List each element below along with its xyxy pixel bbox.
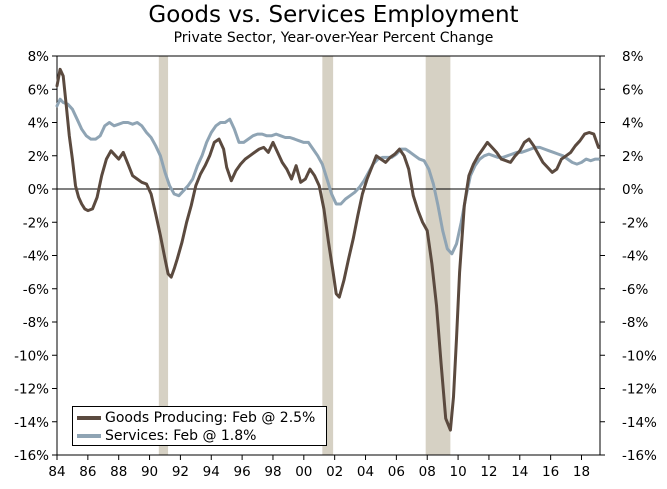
y-tick-label-left: 8% — [28, 49, 50, 65]
x-tick-label: 10 — [449, 464, 466, 480]
y-tick-label-left: 0% — [28, 182, 50, 198]
y-tick-label-right: -6% — [622, 282, 648, 298]
y-tick-label-left: -16% — [14, 448, 49, 464]
y-tick-label-left: -4% — [23, 249, 49, 265]
series-line-goods — [55, 67, 600, 432]
legend: Goods Producing: Feb @ 2.5% Services: Fe… — [72, 406, 327, 446]
series-lines — [55, 67, 600, 432]
x-tick-label: 94 — [203, 464, 220, 480]
recession-shading — [158, 56, 451, 455]
x-tick-label: 92 — [172, 464, 189, 480]
x-tick-label: 18 — [573, 464, 590, 480]
y-tick-label-left: 2% — [28, 149, 50, 165]
x-tick-label: 86 — [79, 464, 96, 480]
legend-label-services: Services: Feb @ 1.8% — [105, 428, 257, 444]
recession-band-1 — [322, 56, 334, 455]
y-tick-label-left: 6% — [28, 82, 50, 98]
y-tick-label-right: 2% — [622, 149, 644, 165]
y-tick-label-left: -12% — [14, 382, 49, 398]
y-axis-right: 8% 6% 4% 2% 0% -2% -4% -6% -8% -10% -12% -14% -16% — [600, 49, 657, 464]
y-tick-label-left: 4% — [28, 116, 50, 132]
y-tick-label-right: 8% — [622, 49, 644, 65]
series-line-services — [55, 97, 600, 256]
x-tick-label: 98 — [264, 464, 281, 480]
y-tick-label-right: 4% — [622, 116, 644, 132]
x-tick-label: 02 — [326, 464, 343, 480]
y-tick-label-right: -10% — [622, 348, 657, 364]
x-axis: 84 86 88 90 92 94 96 98 00 02 04 06 08 10 12 14 16 18 — [48, 455, 590, 480]
legend-swatch-goods — [77, 416, 101, 420]
y-tick-label-right: -14% — [622, 415, 657, 431]
y-tick-label-left: -6% — [23, 282, 49, 298]
legend-swatch-services — [77, 434, 101, 438]
y-tick-label-left: -2% — [23, 215, 49, 231]
y-tick-label-left: -10% — [14, 348, 49, 364]
y-axis-left: 8% 6% 4% 2% 0% -2% -4% -6% -8% -10% -12% -14% -16% — [14, 49, 57, 464]
x-tick-label: 08 — [419, 464, 436, 480]
y-tick-label-right: 0% — [622, 182, 644, 198]
legend-item-goods: Goods Producing: Feb @ 2.5% — [77, 409, 315, 427]
chart-title: Goods vs. Services Employment — [148, 2, 519, 28]
x-tick-label: 88 — [110, 464, 127, 480]
y-tick-label-right: -2% — [622, 215, 648, 231]
x-tick-label: 96 — [234, 464, 251, 480]
x-tick-label: 00 — [295, 464, 312, 480]
chart-subtitle: Private Sector, Year-over-Year Percent C… — [173, 30, 494, 46]
y-tick-label-left: -8% — [23, 315, 49, 331]
y-tick-label-right: -16% — [622, 448, 657, 464]
y-tick-label-right: -12% — [622, 382, 657, 398]
legend-item-services: Services: Feb @ 1.8% — [77, 427, 256, 445]
x-tick-label: 84 — [48, 464, 65, 480]
x-tick-label: 04 — [357, 464, 374, 480]
x-tick-label: 14 — [511, 464, 528, 480]
x-tick-label: 12 — [480, 464, 497, 480]
legend-label-goods: Goods Producing: Feb @ 2.5% — [105, 410, 316, 426]
x-tick-label: 06 — [388, 464, 405, 480]
x-tick-label: 16 — [542, 464, 559, 480]
x-tick-label: 90 — [141, 464, 158, 480]
y-tick-label-left: -14% — [14, 415, 49, 431]
y-tick-label-right: 6% — [622, 82, 644, 98]
y-tick-label-right: -4% — [622, 249, 648, 265]
y-tick-label-right: -8% — [622, 315, 648, 331]
